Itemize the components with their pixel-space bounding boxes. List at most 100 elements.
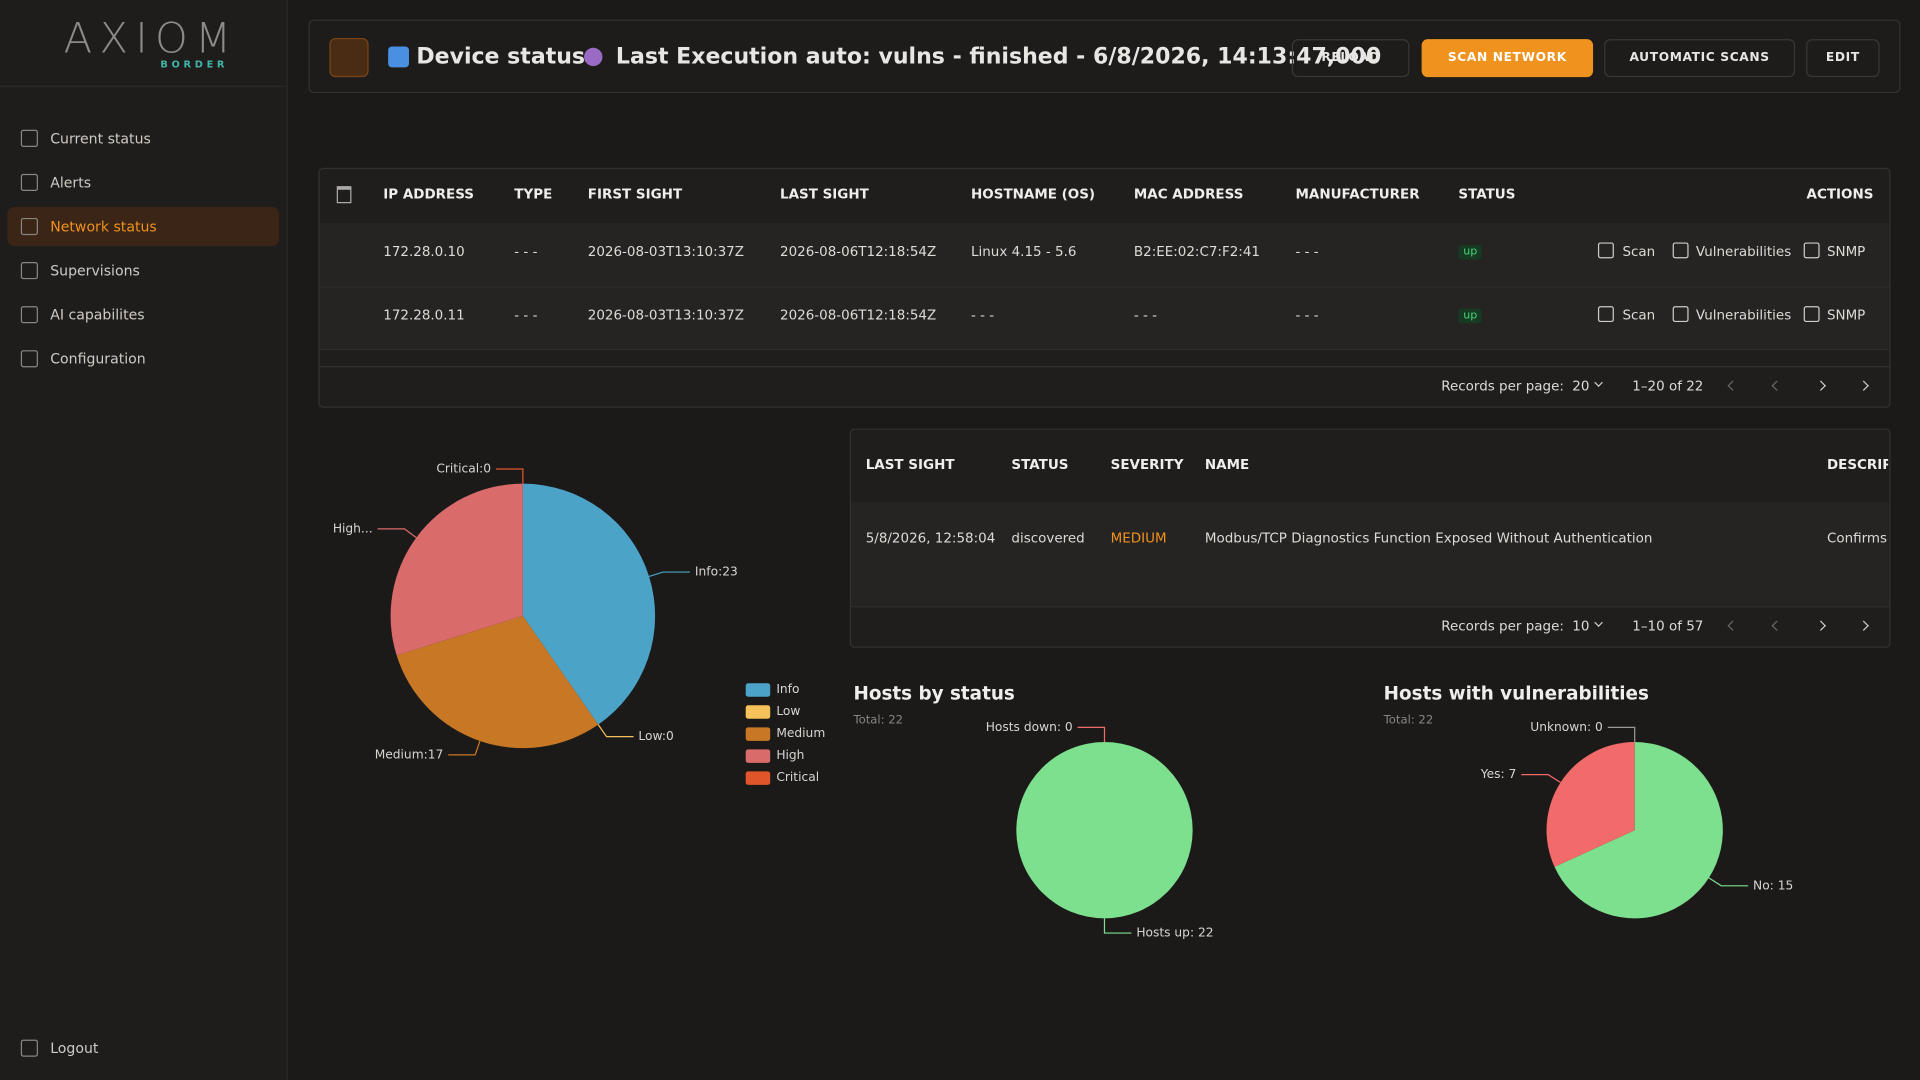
legend-label: Info [776, 682, 799, 696]
legend-label: Medium [776, 726, 825, 740]
action-icon[interactable] [1597, 242, 1614, 259]
cell: B2:EE:02:C7:F2:41 [1133, 243, 1260, 260]
action-label[interactable]: Vulnerabilities [1695, 307, 1792, 324]
slice-label: Medium:17 [375, 747, 444, 761]
cell: - - - [514, 307, 538, 324]
records-label: Records per page: [1441, 378, 1564, 395]
action-label[interactable]: Scan [1622, 307, 1656, 324]
column-header: FIRST SIGHT [587, 186, 683, 203]
logout-label: Logout [50, 1039, 99, 1057]
label-line [597, 724, 634, 738]
cell: 2026-08-03T13:10:37Z [587, 243, 744, 260]
label-line [1708, 877, 1749, 887]
column-header: MANUFACTURER [1295, 186, 1420, 203]
cell: 172.28.0.11 [383, 307, 465, 324]
divider [319, 366, 1890, 368]
menu-item[interactable]: Supervisions [7, 251, 279, 290]
action-label[interactable]: SNMP [1826, 307, 1866, 324]
row-bg [851, 502, 1890, 608]
slice-label: No: 15 [1753, 878, 1793, 892]
pie-slice [1546, 742, 1635, 867]
action-icon[interactable] [1597, 306, 1614, 323]
cell: 5/8/2026, 12:58:04 [865, 530, 996, 547]
legend-label: High [776, 748, 804, 762]
menu-item[interactable]: Network status [7, 206, 280, 247]
status-icon [388, 46, 409, 68]
automatic-scans-button[interactable]: AUTOMATIC SCANS [1604, 39, 1796, 78]
per-page-select[interactable]: 10 [1572, 618, 1590, 635]
column-header: MAC ADDRESS [1133, 186, 1244, 203]
chart-subtitle: Total: 22 [852, 713, 903, 727]
reload-button[interactable]: RELOAD [1291, 39, 1410, 78]
column-header: DESCRIPTION [1826, 456, 1888, 473]
cell: Modbus/TCP Diagnostics Function Exposed … [1204, 530, 1653, 547]
menu-item[interactable]: Configuration [7, 339, 279, 378]
column-header: SEVERITY [1110, 456, 1184, 473]
cell: 172.28.0.10 [383, 243, 465, 260]
menu-item[interactable]: Alerts [7, 163, 279, 202]
legend-swatch [745, 771, 771, 785]
filter-icon[interactable] [336, 186, 352, 204]
status-badge: up [1458, 244, 1483, 260]
cell: Linux 4.15 - 5.6 [971, 243, 1077, 260]
cell: - - - [1295, 307, 1319, 324]
cell: 2026-08-06T12:18:54Z [780, 307, 937, 324]
column-header: LAST SIGHT [780, 186, 869, 203]
logout[interactable]: Logout [7, 1029, 279, 1068]
cell: Confirms a [1826, 530, 1888, 547]
chart-subtitle: Total: 22 [1383, 713, 1434, 727]
pie-slice [522, 483, 656, 725]
slice-label: Hosts down: 0 [986, 720, 1073, 734]
menu-item[interactable]: AI capabilites [7, 295, 279, 334]
label-line [1607, 726, 1636, 743]
action-label[interactable]: Vulnerabilities [1695, 243, 1792, 260]
column-header: LAST SIGHT [865, 456, 955, 473]
label-line [1077, 726, 1106, 743]
header-icon [329, 37, 369, 78]
menu-icon [20, 306, 38, 324]
column-header: STATUS [1011, 456, 1069, 473]
action-icon[interactable] [1803, 306, 1820, 323]
pie-slice [1554, 742, 1723, 919]
legend-swatch [745, 683, 771, 697]
column-header: TYPE [514, 186, 553, 203]
label-line [377, 528, 417, 539]
menu-label: Current status [50, 129, 151, 147]
label-line [648, 571, 691, 578]
logo: AXIOM [63, 14, 239, 64]
page-range: 1–10 of 57 [1632, 618, 1704, 635]
menu-label: Network status [50, 217, 157, 236]
vulns-table [849, 428, 1891, 648]
divider [0, 85, 287, 87]
label-line [1103, 918, 1132, 934]
menu-icon [20, 262, 38, 280]
cell: discovered [1011, 530, 1085, 547]
scan-network-button[interactable]: SCAN NETWORK [1421, 39, 1594, 78]
header-title: Device status - [416, 44, 602, 70]
legend-label: Critical [776, 770, 819, 784]
menu-item[interactable]: Current status [7, 119, 279, 158]
cell: - - - [1133, 307, 1158, 324]
slice-label: High... [333, 521, 373, 535]
header-execution: Last Execution auto: vulns - finished - … [615, 44, 1382, 70]
row-bg [319, 287, 1890, 351]
edit-button[interactable]: EDIT [1806, 39, 1880, 78]
row-bg [319, 222, 1890, 288]
action-icon[interactable] [1803, 242, 1820, 259]
menu-label: Configuration [50, 350, 146, 368]
clock-icon [584, 47, 603, 67]
per-page-select[interactable]: 20 [1572, 378, 1590, 395]
action-label[interactable]: Scan [1622, 243, 1656, 260]
pie-slice [396, 615, 599, 749]
action-label[interactable]: SNMP [1826, 243, 1866, 260]
slice-label: Yes: 7 [1480, 767, 1517, 781]
action-icon[interactable] [1672, 306, 1689, 323]
pie-slice [390, 483, 523, 656]
action-icon[interactable] [1672, 242, 1689, 259]
column-header: STATUS [1458, 186, 1516, 203]
logo-sub: BORDER [160, 58, 229, 70]
cell: 2026-08-03T13:10:37Z [587, 307, 744, 324]
menu-icon [20, 173, 38, 192]
records-label: Records per page: [1441, 618, 1564, 635]
